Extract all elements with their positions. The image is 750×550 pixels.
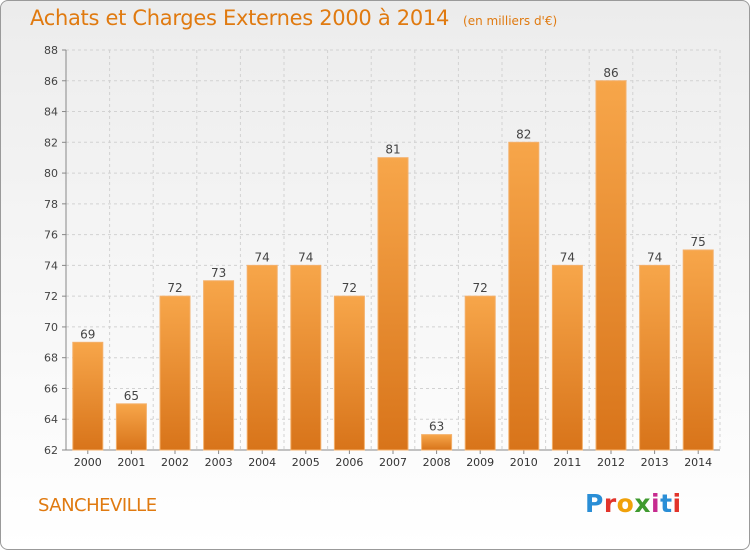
data-label: 74 (647, 250, 662, 264)
logo-letter: o (616, 489, 635, 518)
logo-letter: t (660, 489, 673, 518)
x-tick-label: 2002 (161, 456, 189, 469)
y-tick-label: 82 (44, 136, 58, 149)
x-tick-label: 2010 (510, 456, 538, 469)
bar (72, 341, 104, 451)
logo-letter: r (603, 489, 617, 518)
y-tick-label: 68 (44, 352, 58, 365)
logo-letter: x (634, 489, 651, 518)
data-label: 73 (211, 266, 226, 280)
x-tick-label: 2007 (379, 456, 407, 469)
data-label: 63 (429, 420, 444, 434)
data-labels: 69 65 72 73 74 74 72 81 63 72 82 74 86 74 75 (80, 66, 706, 434)
bar (377, 157, 409, 451)
x-tick-label: 2012 (597, 456, 625, 469)
x-tick-label: 2003 (205, 456, 233, 469)
commune-name: SANCHEVILLE (38, 495, 157, 516)
bar (682, 249, 714, 451)
title-row: Achats et Charges Externes 2000 à 2014 (… (30, 6, 557, 30)
x-tick-label: 2009 (466, 456, 494, 469)
y-tick-label: 88 (44, 44, 58, 57)
data-label: 74 (255, 250, 270, 264)
x-tick-label: 2004 (248, 456, 276, 469)
proxiti-logo: Proxiti (585, 489, 682, 518)
y-tick-label: 70 (44, 321, 58, 334)
y-tick-label: 62 (44, 444, 58, 457)
data-label: 82 (516, 127, 531, 141)
bar (290, 264, 322, 451)
x-tick-label: 2006 (335, 456, 363, 469)
bar (421, 434, 453, 451)
x-tick-label: 2000 (74, 456, 102, 469)
bar (464, 295, 496, 451)
bar (595, 80, 627, 451)
chart-subtitle: (en milliers d'€) (463, 14, 558, 28)
y-tick-label: 78 (44, 198, 58, 211)
data-label: 69 (80, 327, 95, 341)
data-label: 72 (167, 281, 182, 295)
data-label: 75 (691, 235, 706, 249)
bar (115, 403, 147, 451)
bar (639, 264, 671, 451)
y-tick-label: 76 (44, 229, 58, 242)
data-label: 72 (473, 281, 488, 295)
y-tick-label: 72 (44, 290, 58, 303)
logo-letter: i (672, 489, 682, 518)
data-label: 86 (603, 66, 618, 80)
y-tick-label: 64 (44, 413, 58, 426)
x-tick-label: 2001 (117, 456, 145, 469)
x-tick-label: 2005 (292, 456, 320, 469)
bar (333, 295, 365, 451)
data-label: 72 (342, 281, 357, 295)
logo-letter: P (585, 489, 604, 518)
x-tick-label: 2014 (684, 456, 712, 469)
bars (72, 80, 714, 451)
data-label: 74 (560, 250, 575, 264)
x-tick-label: 2008 (423, 456, 451, 469)
chart-title: Achats et Charges Externes 2000 à 2014 (30, 6, 450, 30)
bar (203, 280, 235, 451)
bar (246, 264, 278, 451)
x-tick-label: 2011 (553, 456, 581, 469)
data-label: 81 (385, 143, 400, 157)
x-tick-label: 2013 (641, 456, 669, 469)
bar (508, 141, 540, 451)
bar (551, 264, 583, 451)
data-label: 74 (298, 250, 313, 264)
y-tick-label: 86 (44, 75, 58, 88)
bar (159, 295, 191, 451)
y-tick-label: 66 (44, 382, 58, 395)
y-tick-label: 84 (44, 106, 58, 119)
logo-letter: i (651, 489, 661, 518)
data-label: 65 (124, 389, 139, 403)
y-tick-label: 80 (44, 167, 58, 180)
y-tick-label: 74 (44, 259, 58, 272)
